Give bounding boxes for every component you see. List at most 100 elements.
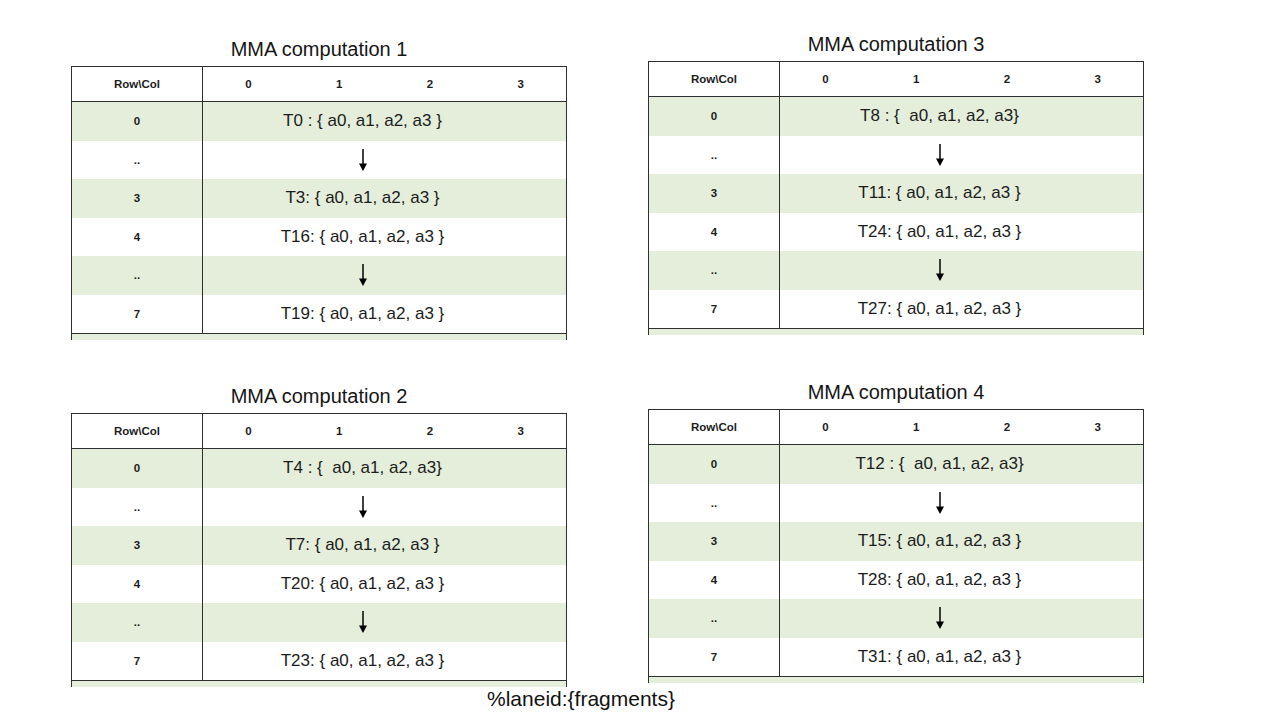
column-headers: 0 1 2 3 — [780, 62, 1143, 96]
fragment-cell: T31: { a0, a1, a2, a3 } — [780, 638, 1143, 677]
down-arrow-icon — [357, 148, 369, 172]
corner-header-cell: Row\Col — [72, 414, 203, 448]
col-header-3: 3 — [475, 78, 566, 90]
table-title: MMA computation 1 — [71, 36, 567, 66]
down-arrow-icon — [934, 143, 946, 167]
col-header-1: 1 — [871, 421, 962, 433]
mma-table-2: Row\Col 0 1 2 3 0 T4 : { a0, a1, a2, a3}… — [71, 413, 567, 687]
table-row: 3 T11: { a0, a1, a2, a3 } — [649, 174, 1143, 213]
header-row: Row\Col 0 1 2 3 — [649, 410, 1143, 445]
fragment-cell: T11: { a0, a1, a2, a3 } — [780, 174, 1143, 213]
column-headers: 0 1 2 3 — [203, 67, 566, 101]
table-row: 0 T0 : { a0, a1, a2, a3 } — [72, 102, 566, 141]
arrow-cell — [203, 141, 566, 180]
fragment-cell: T19: { a0, a1, a2, a3 } — [203, 295, 566, 334]
table-row: 7 T23: { a0, a1, a2, a3 } — [72, 642, 566, 682]
row-label: .. — [649, 251, 780, 290]
corner-header-cell: Row\Col — [72, 67, 203, 101]
arrow-cell — [203, 603, 566, 642]
table-row: .. — [72, 603, 566, 642]
fragment-cell: T3: { a0, a1, a2, a3 } — [203, 179, 566, 218]
row-label: 0 — [72, 102, 203, 141]
fragment-cell: T28: { a0, a1, a2, a3 } — [780, 561, 1143, 600]
fragment-cell: T20: { a0, a1, a2, a3 } — [203, 565, 566, 604]
table-row: .. — [72, 256, 566, 295]
row-label: 7 — [649, 638, 780, 677]
row-label: .. — [649, 136, 780, 175]
row-label: 3 — [649, 174, 780, 213]
row-label: 3 — [72, 179, 203, 218]
col-header-3: 3 — [475, 425, 566, 437]
table-row: .. — [72, 488, 566, 527]
table-title: MMA computation 4 — [648, 379, 1144, 409]
row-label: 0 — [649, 445, 780, 484]
fragment-cell: T12 : { a0, a1, a2, a3} — [780, 445, 1143, 484]
row-label: 3 — [649, 522, 780, 561]
col-header-0: 0 — [203, 78, 294, 90]
row-label: 7 — [72, 295, 203, 334]
table-row: 7 T31: { a0, a1, a2, a3 } — [649, 638, 1143, 678]
slide-canvas: MMA computation 1 Row\Col 0 1 2 3 0 T0 :… — [0, 0, 1280, 720]
arrow-cell — [203, 256, 566, 295]
column-headers: 0 1 2 3 — [780, 410, 1143, 444]
band-strip — [72, 334, 566, 340]
row-label: 7 — [72, 642, 203, 681]
down-arrow-icon — [934, 491, 946, 515]
table-row: .. — [72, 141, 566, 180]
table-title: MMA computation 3 — [648, 31, 1144, 61]
table-row: 7 T27: { a0, a1, a2, a3 } — [649, 290, 1143, 330]
mma-computation-4-panel: MMA computation 4 Row\Col 0 1 2 3 0 T12 … — [648, 379, 1144, 683]
down-arrow-icon — [934, 258, 946, 282]
band-strip — [649, 677, 1143, 683]
fragment-cell: T0 : { a0, a1, a2, a3 } — [203, 102, 566, 141]
fragment-cell: T4 : { a0, a1, a2, a3} — [203, 449, 566, 488]
col-header-1: 1 — [871, 73, 962, 85]
row-label: 0 — [649, 97, 780, 136]
mma-computation-3-panel: MMA computation 3 Row\Col 0 1 2 3 0 T8 :… — [648, 31, 1144, 335]
row-label: .. — [72, 603, 203, 642]
table-row: .. — [649, 484, 1143, 523]
fragment-cell: T16: { a0, a1, a2, a3 } — [203, 218, 566, 257]
arrow-cell — [780, 599, 1143, 638]
row-label: 4 — [649, 213, 780, 252]
row-label: 4 — [649, 561, 780, 600]
row-label: .. — [72, 256, 203, 295]
down-arrow-icon — [357, 610, 369, 634]
fragment-cell: T8 : { a0, a1, a2, a3} — [780, 97, 1143, 136]
table-row: 0 T4 : { a0, a1, a2, a3} — [72, 449, 566, 488]
row-label: 4 — [72, 218, 203, 257]
col-header-3: 3 — [1052, 421, 1143, 433]
arrow-cell — [203, 488, 566, 527]
row-label: 0 — [72, 449, 203, 488]
row-label: .. — [649, 484, 780, 523]
header-row: Row\Col 0 1 2 3 — [72, 414, 566, 449]
row-label: 3 — [72, 526, 203, 565]
header-row: Row\Col 0 1 2 3 — [649, 62, 1143, 97]
fragment-cell: T7: { a0, a1, a2, a3 } — [203, 526, 566, 565]
down-arrow-icon — [357, 263, 369, 287]
table-row: .. — [649, 251, 1143, 290]
row-label: 4 — [72, 565, 203, 604]
header-row: Row\Col 0 1 2 3 — [72, 67, 566, 102]
table-row: .. — [649, 136, 1143, 175]
mma-table-4: Row\Col 0 1 2 3 0 T12 : { a0, a1, a2, a3… — [648, 409, 1144, 683]
col-header-0: 0 — [780, 421, 871, 433]
mma-table-3: Row\Col 0 1 2 3 0 T8 : { a0, a1, a2, a3}… — [648, 61, 1144, 335]
mma-computation-2-panel: MMA computation 2 Row\Col 0 1 2 3 0 T4 :… — [71, 383, 567, 687]
arrow-cell — [780, 251, 1143, 290]
corner-header-cell: Row\Col — [649, 62, 780, 96]
arrow-cell — [780, 484, 1143, 523]
col-header-3: 3 — [1052, 73, 1143, 85]
table-row: 3 T15: { a0, a1, a2, a3 } — [649, 522, 1143, 561]
corner-header-cell: Row\Col — [649, 410, 780, 444]
row-label: .. — [72, 488, 203, 527]
col-header-2: 2 — [962, 421, 1053, 433]
row-label: .. — [649, 599, 780, 638]
down-arrow-icon — [934, 606, 946, 630]
fragment-cell: T24: { a0, a1, a2, a3 } — [780, 213, 1143, 252]
mma-computation-1-panel: MMA computation 1 Row\Col 0 1 2 3 0 T0 :… — [71, 36, 567, 340]
table-row: 4 T28: { a0, a1, a2, a3 } — [649, 561, 1143, 600]
col-header-0: 0 — [203, 425, 294, 437]
fragment-cell: T15: { a0, a1, a2, a3 } — [780, 522, 1143, 561]
band-strip — [649, 329, 1143, 335]
